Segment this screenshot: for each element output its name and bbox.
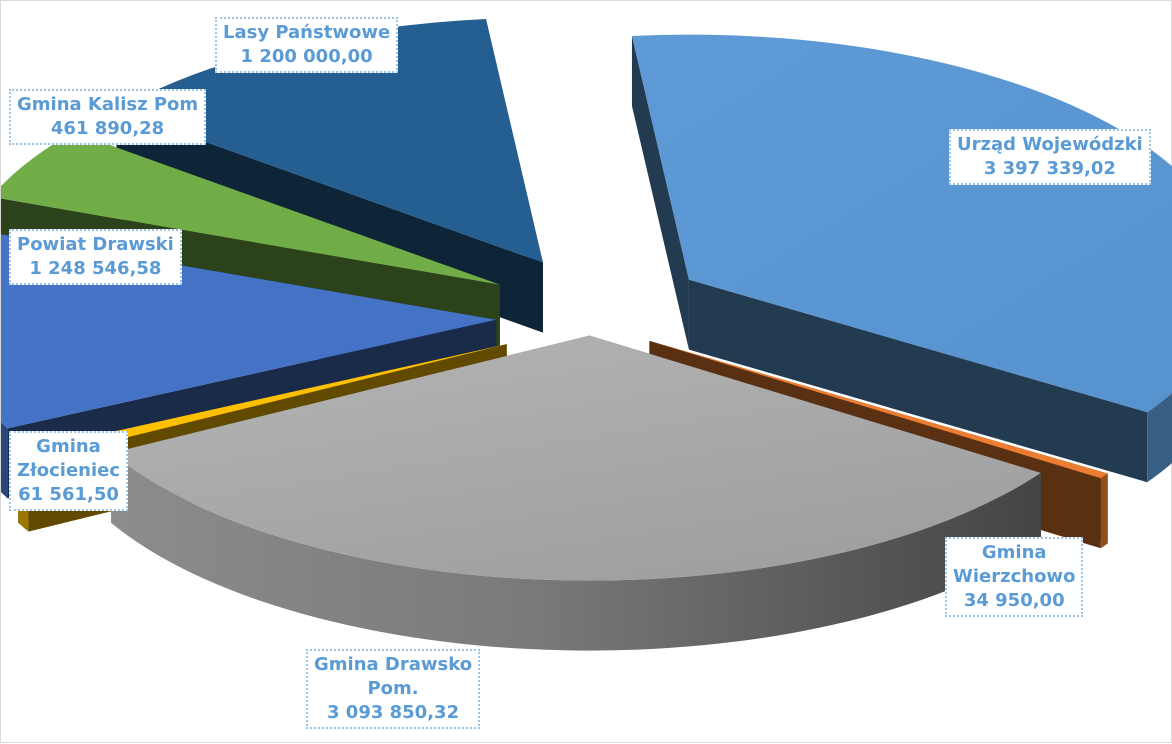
data-label-urzad-wojewodzki: Urząd Wojewódzki 3 397 339,02 [949, 129, 1151, 185]
slice-side-wall-urzad-wojewodzki-1 [631, 35, 689, 350]
data-label-powiat-drawski: Powiat Drawski 1 248 546,58 [9, 229, 182, 285]
data-label-gmina-kalisz-pom: Gmina Kalisz Pom 461 890,28 [9, 89, 207, 145]
slice-outer-wall-powiat-drawski [1, 422, 8, 499]
slice-top-gmina-wierzchowo [649, 340, 1108, 479]
slice-outer-wall-gmina-wierzchowo [1100, 473, 1108, 549]
data-label-gmina-zlocieniec: Gmina Złocieniec 61 561,50 [9, 431, 129, 511]
slice-side-wall-urzad-wojewodzki-2 [688, 279, 1148, 483]
slice-top-gmina-kalisz-pom [1, 132, 500, 285]
data-label-gmina-drawsko-pom: Gmina Drawsko Pom. 3 093 850,32 [306, 649, 481, 729]
data-label-lasy-panstwowe: Lasy Państwowe 1 200 000,00 [215, 17, 399, 73]
slice-gmina-drawsko-pom [111, 335, 1041, 651]
slice-top-gmina-drawsko-pom [111, 335, 1041, 581]
slice-top-gmina-zlocieniec [18, 344, 507, 462]
slice-outer-wall-urzad-wojewodzki [1147, 392, 1172, 483]
data-label-gmina-wierzchowo: Gmina Wierzchowo 34 950,00 [945, 537, 1084, 617]
slice-outer-wall-gmina-drawsko-pom [111, 453, 1041, 651]
slice-top-lasy-panstwowe [116, 18, 543, 263]
